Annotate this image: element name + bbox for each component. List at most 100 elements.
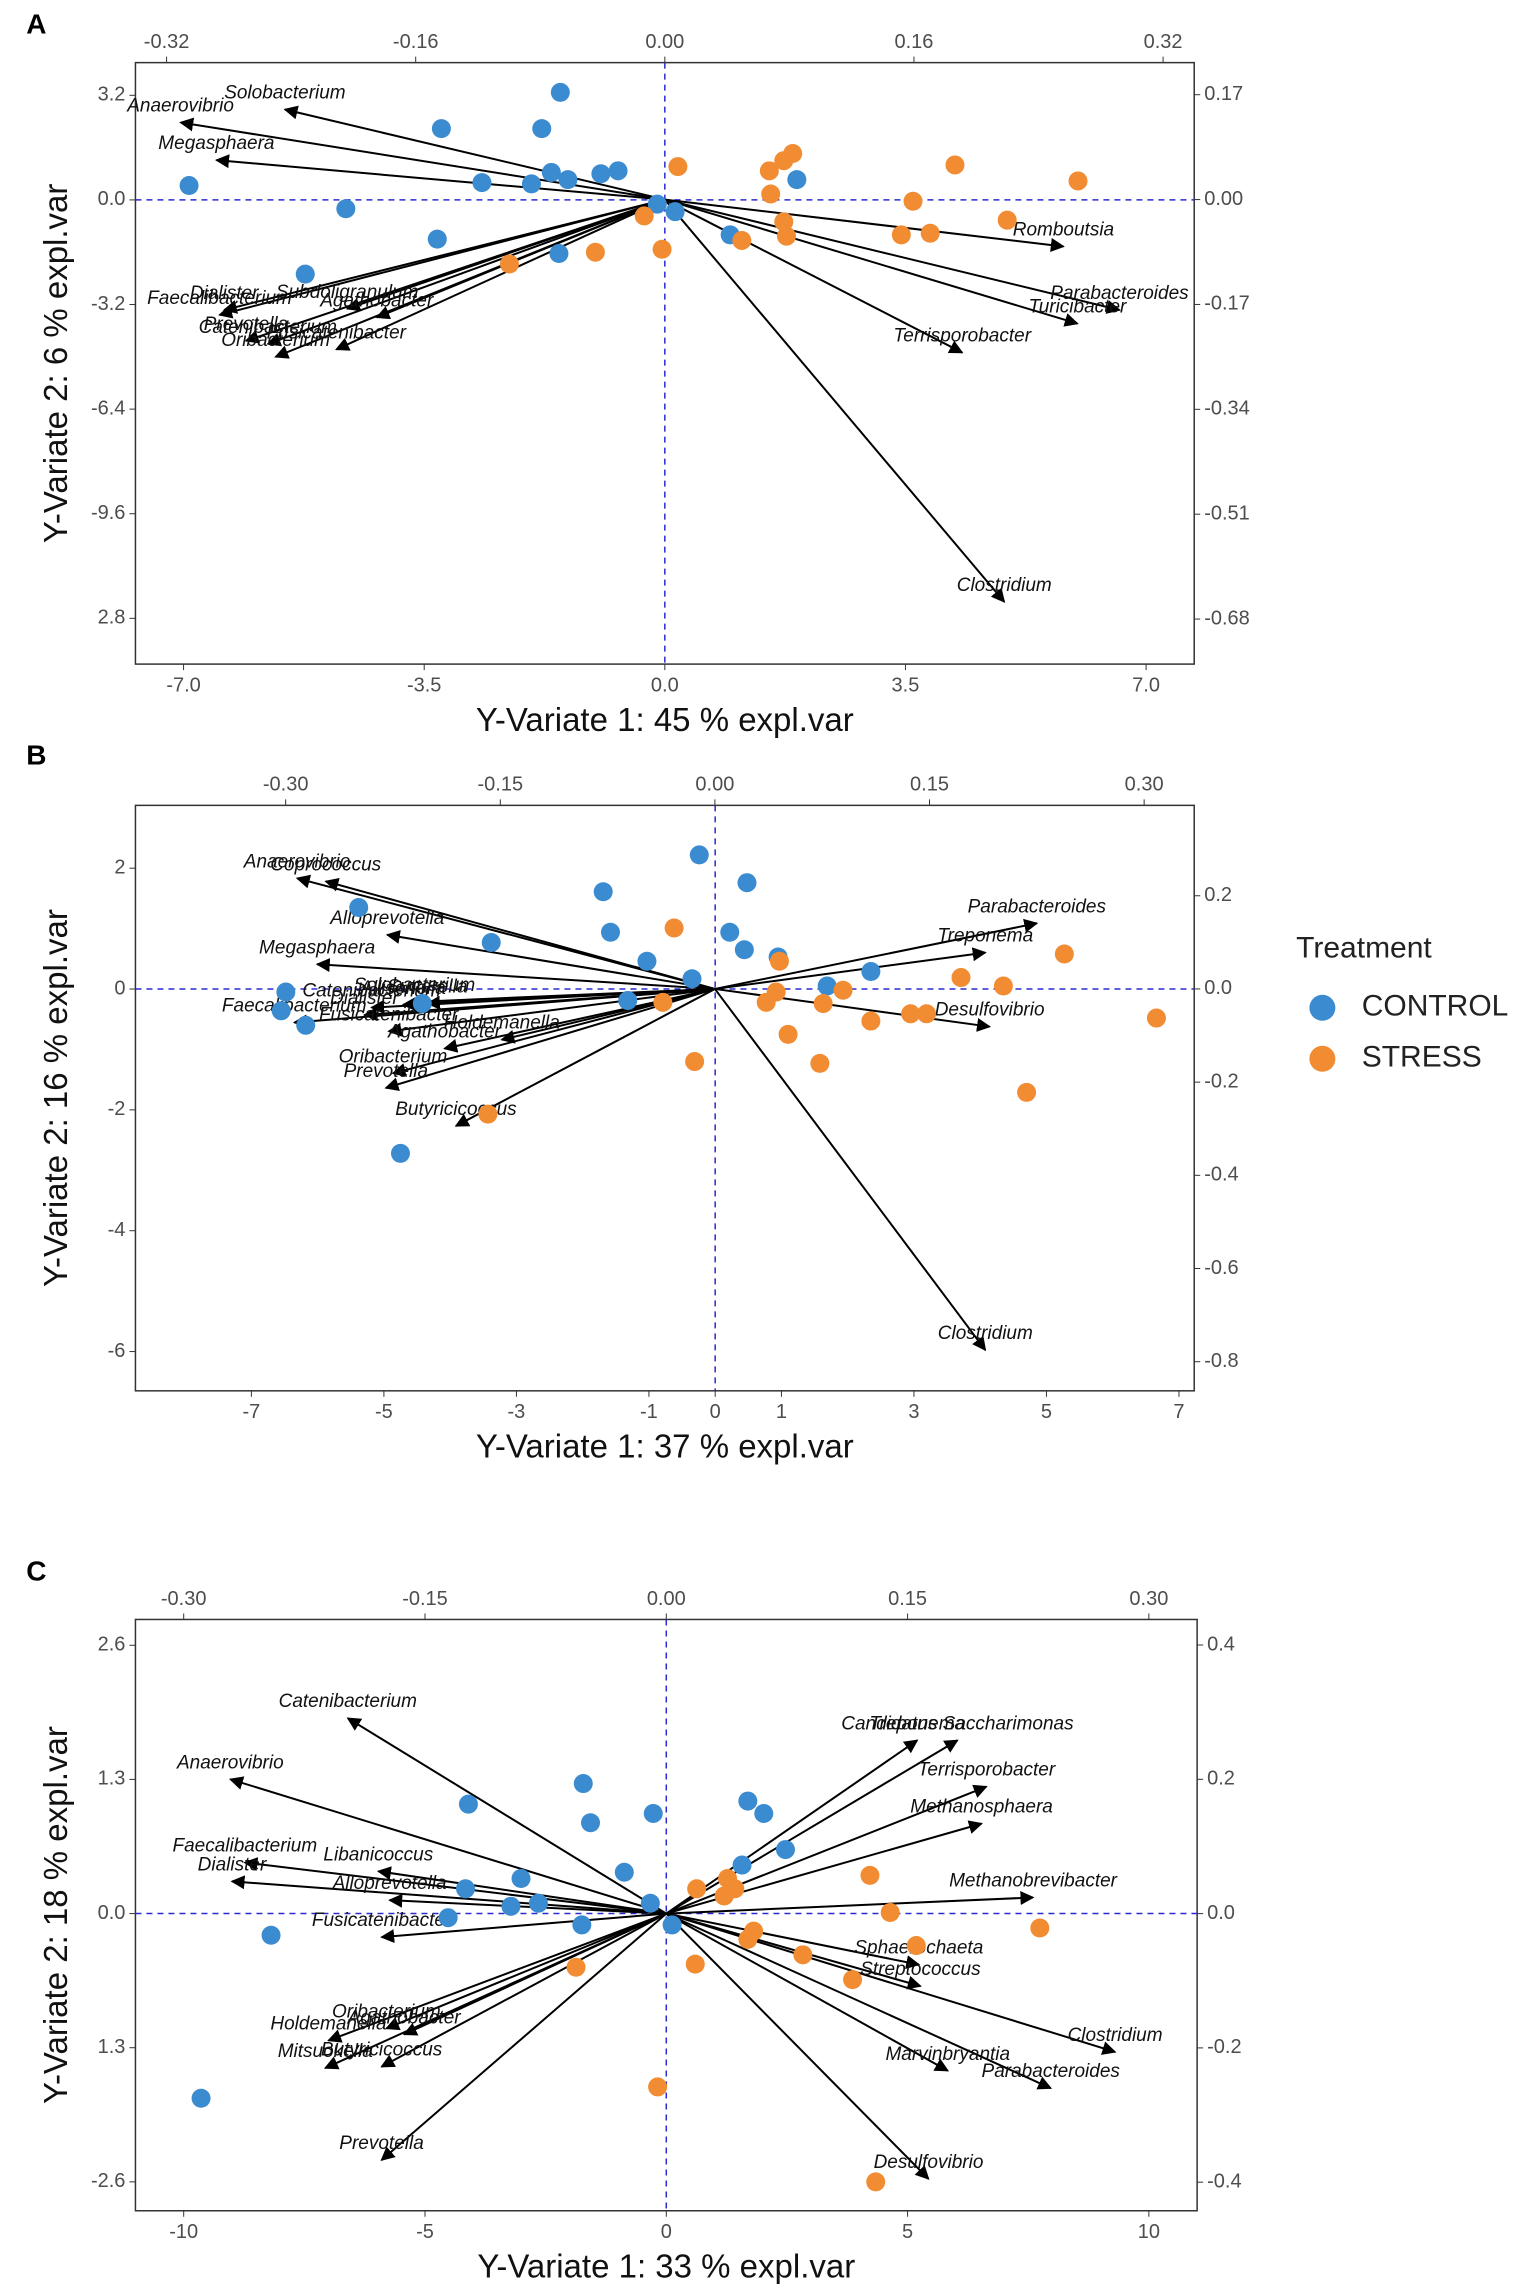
x-tick-label: 5 [902,2221,913,2243]
arrow-label: Dialister [190,283,259,304]
sample-point [637,951,657,971]
top-tick-label: -0.32 [144,31,190,53]
legend-swatch [1309,994,1336,1021]
sample-point [734,940,754,960]
right-tick-label: -0.2 [1204,1070,1238,1092]
arrow-label: Allisonella [359,978,446,999]
top-tick-label: 0.32 [1144,31,1183,53]
sample-point [917,1004,937,1024]
panel-label: B [26,740,46,771]
loading-arrow [714,947,987,990]
loading-arrow [335,198,666,351]
loading-arrow [665,1739,959,1915]
arrow-label: Fusicatenibacter [312,1910,452,1931]
y-tick-label: 2.8 [98,607,126,629]
arrow-label: Alloprevotella [332,1873,447,1894]
sample-point [390,1143,410,1163]
right-tick-label: -0.51 [1204,502,1250,524]
arrow-label: Candidatus Saccharimonas [841,1713,1074,1734]
loading-arrow [401,987,715,1012]
panel-label: A [26,9,46,40]
arrow-label: Faecalibacterium [147,288,292,309]
arrow-label: Dialister [198,1854,267,1875]
sample-point [295,264,315,284]
right-tick-label: -0.2 [1207,2036,1241,2058]
arrow-label: Anaerovibrio [243,851,351,872]
sample-point [618,991,638,1011]
y-tick-label: -6.4 [91,397,125,419]
sample-point [528,1893,548,1913]
x-axis-label: Y-Variate 1: 45 % expl.var [476,701,854,738]
arrow-label: Clostridium [957,575,1052,596]
loading-arrow [388,1893,667,1915]
sample-point [754,1803,774,1823]
sample-point [634,206,654,226]
loading-arrow [385,930,716,990]
sample-point [648,2077,668,2097]
sample-point [761,184,781,204]
sample-point [685,1954,705,1974]
arrow-label: Libanicoccus [323,1844,433,1865]
arrow-label: Holdemanella [270,2014,386,2035]
right-tick-label: 0.0 [1204,977,1232,999]
sample-point [511,1868,531,1888]
sample-point [756,992,776,1012]
arrow-label: Methanosphaera [910,1797,1053,1818]
loading-arrow [380,1912,667,1944]
arrow-label: Parabacteroides [1050,283,1189,304]
y-tick-label: 3.2 [98,84,126,106]
sample-point [993,976,1013,996]
arrow-label: Fusicatenibacter [267,322,407,343]
sample-point [521,174,541,194]
arrow-label: Marvinbryantia [885,2044,1010,2065]
right-tick-label: 0.17 [1204,83,1243,105]
sample-point [572,1915,592,1935]
loading-arrow [666,1891,1035,1915]
x-tick-label: -5 [375,1401,393,1423]
y-tick-label: 0 [114,977,125,999]
arrow-label: Mitsuokella [278,2041,373,2062]
top-tick-label: -0.30 [161,1588,207,1610]
sample-point [668,157,688,177]
sample-point [1030,1918,1050,1938]
loading-arrow [665,1739,919,1915]
x-tick-label: -3.5 [407,674,441,696]
arrow-label: Subdoligranulum [276,282,419,303]
arrow-label: Faecalibacterium [172,1836,317,1857]
x-tick-label: 3 [908,1401,919,1423]
sample-point [541,162,561,182]
arrow-label: Butyricicoccus [395,1099,517,1120]
y-tick-label: 1.3 [98,1768,126,1790]
legend-swatch [1309,1045,1336,1072]
sample-point [1146,1008,1166,1028]
loading-arrow [664,198,964,354]
sample-point [1017,1082,1037,1102]
arrow-label: Alloprevotella [329,908,444,929]
sample-point [793,1945,813,1965]
x-axis-label: Y-Variate 1: 33 % expl.var [477,2247,855,2284]
arrow-label: Desulfovibrio [935,1000,1045,1021]
arrow-label: Sutterella [387,976,467,997]
sample-point [591,164,611,184]
arrow-label: Treponema [869,1713,965,1734]
right-tick-label: -0.4 [1207,2170,1241,2192]
arrow-label: Treponema [937,926,1033,947]
sample-point [866,2172,886,2192]
arrow-label: Dialister [330,988,399,1009]
right-tick-label: 0.2 [1204,884,1232,906]
y-tick-label: 2.6 [98,1634,126,1656]
x-tick-label: -7 [242,1401,260,1423]
y-tick-label: -9.6 [91,502,125,524]
arrow-label: Methanobrevibacter [949,1870,1118,1891]
top-tick-label: 0.00 [695,774,734,796]
loading-arrow [402,1912,667,2036]
loading-arrow [666,1912,921,1969]
x-tick-label: 0.0 [651,674,679,696]
sample-point [787,170,807,190]
loading-arrow [500,987,716,1044]
sample-point [643,1803,663,1823]
arrow-label: Prevotella [204,314,289,335]
sample-point [438,1908,458,1928]
sample-point [593,882,613,902]
